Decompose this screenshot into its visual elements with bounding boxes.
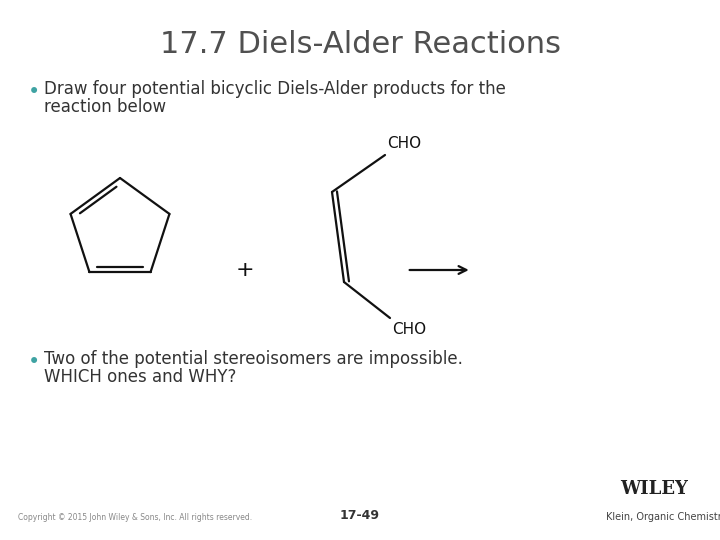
Text: WILEY: WILEY: [620, 480, 688, 498]
Text: Two of the potential stereoisomers are impossible.: Two of the potential stereoisomers are i…: [44, 350, 463, 368]
Text: •: •: [28, 352, 40, 372]
Text: WHICH ones and WHY?: WHICH ones and WHY?: [44, 368, 236, 386]
Text: CHO: CHO: [392, 322, 426, 337]
Text: CHO: CHO: [387, 136, 421, 151]
Text: Copyright © 2015 John Wiley & Sons, Inc. All rights reserved.: Copyright © 2015 John Wiley & Sons, Inc.…: [18, 513, 252, 522]
Text: Klein, Organic Chemistry 2e: Klein, Organic Chemistry 2e: [606, 512, 720, 522]
Text: 17-49: 17-49: [340, 509, 380, 522]
Text: reaction below: reaction below: [44, 98, 166, 116]
Text: 17.7 Diels-Alder Reactions: 17.7 Diels-Alder Reactions: [160, 30, 560, 59]
Text: +: +: [235, 260, 254, 280]
Text: Draw four potential bicyclic Diels-Alder products for the: Draw four potential bicyclic Diels-Alder…: [44, 80, 506, 98]
Text: •: •: [28, 82, 40, 102]
